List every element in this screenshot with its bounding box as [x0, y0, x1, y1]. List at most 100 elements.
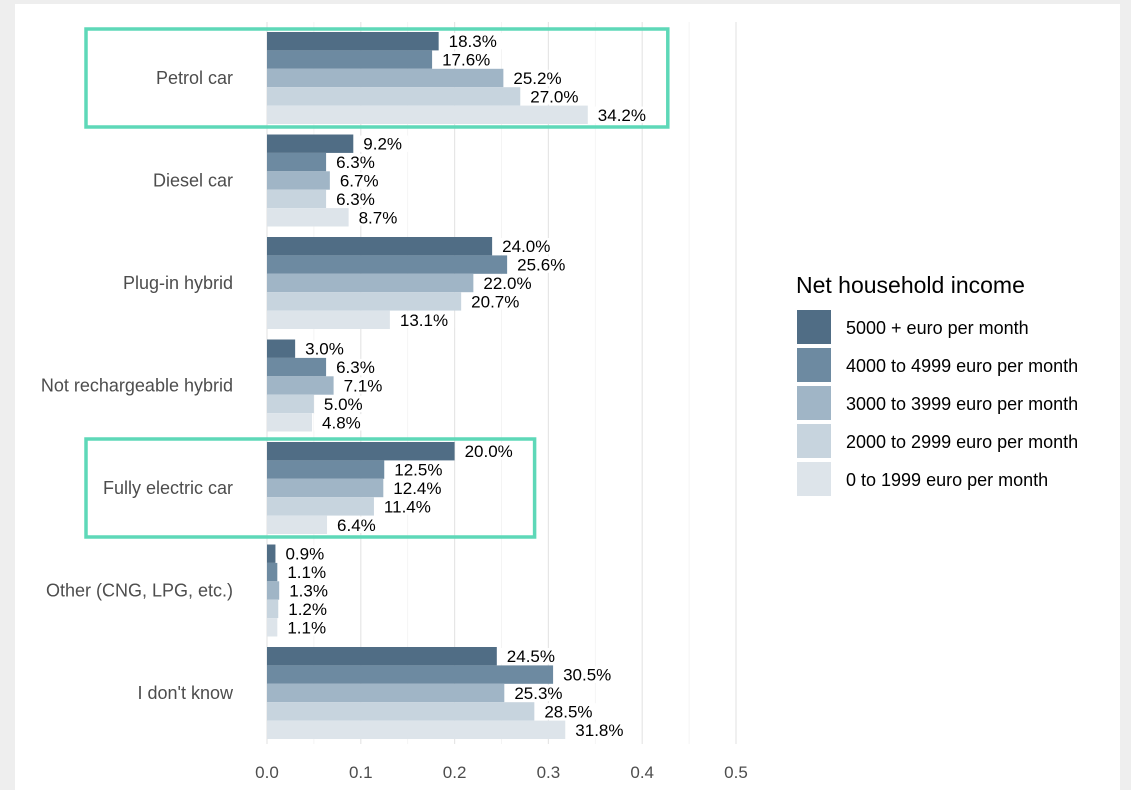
- data-label-background: [505, 69, 568, 87]
- data-label: 24.0%: [502, 237, 550, 256]
- data-label: 1.1%: [287, 563, 326, 582]
- category-label-petrol-car: Petrol car: [156, 68, 233, 88]
- data-label-background: [522, 88, 585, 105]
- x-axis-ticks: 0.0 0.1 0.2 0.3 0.4 0.5: [255, 763, 748, 782]
- bar-i-don-t-know-series-2: [267, 665, 554, 684]
- data-label-background: [375, 498, 437, 515]
- legend-swatch-1: [797, 310, 831, 344]
- highlight-boxes: [84, 27, 670, 539]
- legend-swatch-4: [797, 424, 831, 458]
- data-label-background: [475, 274, 538, 292]
- data-label: 27.0%: [530, 87, 578, 106]
- data-label: 1.2%: [288, 600, 327, 619]
- data-label: 0.9%: [285, 545, 324, 564]
- bars: [267, 32, 588, 739]
- data-label: 3.0%: [305, 340, 344, 359]
- data-label-background: [440, 33, 503, 50]
- bar-petrol-car-series-3: [267, 68, 504, 88]
- category-label-not-rechargeable-hybrid: Not rechargeable hybrid: [41, 376, 233, 396]
- data-label-background: [463, 293, 526, 310]
- bar-fully-electric-car-series-2: [267, 460, 385, 479]
- data-label: 20.7%: [471, 292, 519, 311]
- data-label: 6.3%: [336, 153, 375, 172]
- data-label-background: [280, 600, 334, 618]
- highlight-box-fully-electric-car: [84, 437, 537, 539]
- data-label-background: [456, 443, 519, 460]
- data-label: 9.2%: [363, 135, 402, 154]
- data-label: 6.7%: [340, 172, 379, 191]
- data-label-background: [279, 563, 333, 581]
- category-label-i-don-t-know: I don't know: [138, 683, 234, 703]
- data-label-background: [328, 358, 381, 376]
- data-label: 24.5%: [507, 647, 555, 666]
- chart-card: 18.3% 17.6% 25.2% 27.0% 34.2% 9.2% 6.3% 6.7% 6.3…: [15, 4, 1120, 790]
- data-label-background: [329, 516, 382, 533]
- data-label-background: [350, 209, 404, 226]
- data-label: 11.4%: [384, 497, 431, 516]
- legend: Net household income 5000 + euro per mon…: [796, 272, 1078, 496]
- bar-fully-electric-car-series-5: [267, 515, 328, 534]
- bar-petrol-car-series-1: [267, 32, 439, 51]
- bar-petrol-car-series-4: [267, 87, 521, 106]
- data-label: 34.2%: [598, 106, 646, 125]
- data-label: 12.5%: [394, 461, 442, 480]
- data-label-background: [335, 377, 389, 394]
- category-label-fully-electric-car: Fully electric car: [103, 478, 233, 498]
- bar-diesel-car-series-4: [267, 189, 327, 209]
- bar-diesel-car-series-2: [267, 152, 327, 172]
- bar-diesel-car-series-1: [267, 134, 354, 153]
- bar-other-cng-lpg-etc-series-3: [267, 581, 280, 600]
- bar-plug-in-hybrid-series-2: [267, 255, 508, 274]
- data-label: 6.3%: [336, 190, 375, 209]
- bar-petrol-car-series-2: [267, 50, 433, 69]
- data-label: 1.1%: [287, 618, 326, 637]
- bar-plug-in-hybrid-series-4: [267, 292, 462, 311]
- legend-title: Net household income: [796, 272, 1025, 298]
- highlight-box-petrol-car: [84, 27, 670, 129]
- data-label-background: [391, 311, 455, 328]
- bar-other-cng-lpg-etc-series-5: [267, 618, 278, 637]
- data-label-background: [385, 479, 448, 497]
- data-label: 6.4%: [337, 516, 376, 535]
- x-tick-label: 0.5: [724, 763, 748, 782]
- legend-label-5: 0 to 1999 euro per month: [846, 470, 1048, 490]
- bar-i-don-t-know-series-3: [267, 683, 505, 703]
- category-label-plug-in-hybrid: Plug-in hybrid: [123, 273, 233, 293]
- category-label-other-cng-lpg-etc: Other (CNG, LPG, etc.): [46, 581, 233, 601]
- data-labels: 18.3%17.6%25.2%27.0%34.2%9.2%6.3%6.7%6.3…: [277, 32, 652, 740]
- data-label: 17.6%: [442, 51, 490, 70]
- x-tick-label: 0.0: [255, 763, 279, 782]
- data-label-background: [355, 135, 409, 152]
- bar-other-cng-lpg-etc-series-1: [267, 544, 276, 563]
- data-label: 5.0%: [324, 395, 363, 414]
- data-label-background: [297, 340, 350, 357]
- data-label: 4.8%: [322, 413, 361, 432]
- bar-i-don-t-know-series-4: [267, 702, 535, 721]
- bar-other-cng-lpg-etc-series-4: [267, 599, 279, 619]
- data-label-background: [279, 619, 333, 636]
- x-tick-label: 0.1: [349, 763, 373, 782]
- data-label-background: [331, 172, 385, 189]
- data-label-background: [328, 153, 381, 171]
- data-label-background: [589, 106, 652, 123]
- data-label-background: [281, 582, 334, 599]
- data-label: 7.1%: [344, 377, 383, 396]
- data-label: 25.2%: [513, 69, 561, 88]
- data-label: 30.5%: [563, 666, 611, 685]
- data-label: 13.1%: [400, 311, 448, 330]
- legend-label-2: 4000 to 4999 euro per month: [846, 356, 1078, 376]
- data-label: 1.3%: [289, 582, 328, 601]
- data-label-background: [315, 395, 369, 413]
- data-label: 25.6%: [517, 256, 565, 275]
- legend-label-3: 3000 to 3999 euro per month: [846, 394, 1078, 414]
- data-label: 25.3%: [514, 684, 562, 703]
- data-label-background: [434, 51, 497, 68]
- category-label-diesel-car: Diesel car: [153, 171, 233, 191]
- bar-i-don-t-know-series-1: [267, 647, 497, 666]
- data-label-background: [506, 684, 569, 702]
- data-label: 22.0%: [483, 274, 531, 293]
- data-label-background: [494, 238, 557, 255]
- bar-not-rechargeable-hybrid-series-2: [267, 357, 327, 377]
- bar-other-cng-lpg-etc-series-2: [267, 562, 278, 582]
- legend-swatch-2: [797, 348, 831, 382]
